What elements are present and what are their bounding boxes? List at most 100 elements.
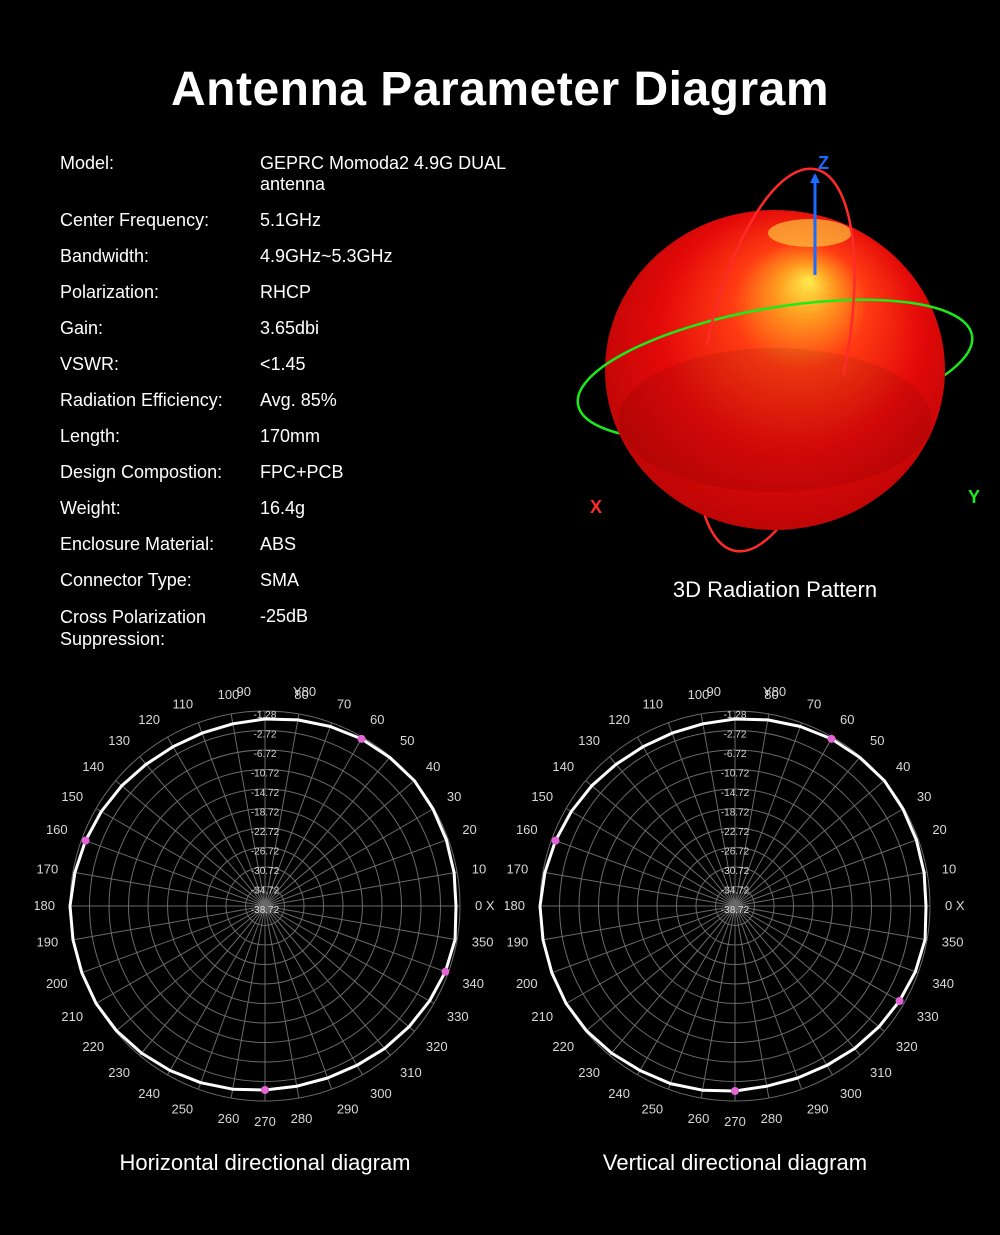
- page-title: Antenna Parameter Diagram: [0, 0, 1000, 117]
- spec-row: Cross Polarization Suppression:-25dB: [60, 598, 540, 658]
- svg-text:150: 150: [531, 789, 553, 804]
- svg-text:330: 330: [917, 1009, 939, 1024]
- spec-value: RHCP: [260, 282, 540, 303]
- spec-row: Enclosure Material:ABS: [60, 526, 540, 562]
- spec-row: Connector Type:SMA: [60, 562, 540, 598]
- polar-horizontal: 0 X1020304050607080100110120130140150160…: [35, 676, 495, 1176]
- svg-text:-26.72: -26.72: [721, 847, 750, 858]
- svg-text:70: 70: [337, 697, 351, 712]
- svg-text:180: 180: [35, 898, 55, 913]
- pattern3d-wrap: ZXY 3D Radiation Pattern: [570, 145, 980, 658]
- spec-label: Length:: [60, 426, 260, 447]
- svg-text:250: 250: [641, 1101, 663, 1116]
- svg-text:-38.72: -38.72: [721, 905, 750, 916]
- svg-text:110: 110: [642, 697, 663, 712]
- svg-text:230: 230: [578, 1065, 600, 1080]
- svg-text:270: 270: [724, 1114, 746, 1129]
- svg-text:120: 120: [608, 712, 630, 727]
- svg-text:140: 140: [82, 759, 104, 774]
- svg-text:-6.72: -6.72: [254, 749, 277, 760]
- top-row: Model:GEPRC Momoda2 4.9G DUAL antennaCen…: [0, 117, 1000, 658]
- svg-text:-18.72: -18.72: [251, 808, 280, 819]
- svg-text:110: 110: [172, 697, 193, 712]
- svg-text:220: 220: [82, 1039, 104, 1054]
- spec-value: 3.65dbi: [260, 318, 540, 339]
- spec-value: GEPRC Momoda2 4.9G DUAL antenna: [260, 153, 540, 195]
- svg-text:270: 270: [254, 1114, 276, 1129]
- spec-label: Model:: [60, 153, 260, 195]
- svg-text:310: 310: [400, 1065, 422, 1080]
- svg-text:-38.72: -38.72: [251, 905, 280, 916]
- svg-text:320: 320: [426, 1039, 448, 1054]
- spec-label: Connector Type:: [60, 570, 260, 591]
- svg-text:-18.72: -18.72: [721, 808, 750, 819]
- svg-text:-6.72: -6.72: [724, 749, 747, 760]
- svg-text:-30.72: -30.72: [251, 866, 280, 877]
- svg-text:-22.72: -22.72: [251, 827, 280, 838]
- spec-label: Bandwidth:: [60, 246, 260, 267]
- polar-vertical-caption: Vertical directional diagram: [603, 1150, 867, 1176]
- svg-text:-14.72: -14.72: [721, 788, 750, 799]
- spec-value: 4.9GHz~5.3GHz: [260, 246, 540, 267]
- svg-text:140: 140: [552, 759, 574, 774]
- svg-text:Y80: Y80: [293, 684, 316, 699]
- svg-text:200: 200: [516, 976, 538, 991]
- svg-text:Z: Z: [818, 153, 829, 173]
- svg-text:Y80: Y80: [763, 684, 786, 699]
- svg-text:-34.72: -34.72: [721, 886, 750, 897]
- polar-horizontal-caption: Horizontal directional diagram: [119, 1150, 410, 1176]
- svg-text:90: 90: [707, 684, 721, 699]
- spec-value: FPC+PCB: [260, 462, 540, 483]
- svg-text:40: 40: [426, 759, 440, 774]
- svg-text:290: 290: [337, 1101, 359, 1116]
- svg-text:220: 220: [552, 1039, 574, 1054]
- spec-value: ABS: [260, 534, 540, 555]
- svg-text:280: 280: [291, 1111, 313, 1126]
- spec-row: Weight:16.4g: [60, 490, 540, 526]
- svg-text:-10.72: -10.72: [251, 769, 280, 780]
- svg-text:-34.72: -34.72: [251, 886, 280, 897]
- svg-text:0 X: 0 X: [475, 898, 495, 913]
- spec-label: Cross Polarization Suppression:: [60, 606, 260, 651]
- svg-text:Y: Y: [968, 487, 980, 507]
- spec-row: Radiation Efficiency:Avg. 85%: [60, 382, 540, 418]
- polar-vertical: 0 X1020304050607080100110120130140150160…: [505, 676, 965, 1176]
- svg-text:X: X: [590, 497, 602, 517]
- svg-text:30: 30: [447, 789, 461, 804]
- svg-text:310: 310: [870, 1065, 892, 1080]
- svg-text:350: 350: [942, 934, 964, 949]
- svg-text:10: 10: [942, 862, 956, 877]
- spec-row: Model:GEPRC Momoda2 4.9G DUAL antenna: [60, 145, 540, 202]
- svg-text:130: 130: [578, 733, 600, 748]
- svg-text:120: 120: [138, 712, 160, 727]
- spec-label: Design Compostion:: [60, 462, 260, 483]
- svg-text:160: 160: [46, 822, 68, 837]
- svg-text:250: 250: [171, 1101, 193, 1116]
- spec-row: Bandwidth:4.9GHz~5.3GHz: [60, 238, 540, 274]
- svg-text:90: 90: [237, 684, 251, 699]
- spec-value: 5.1GHz: [260, 210, 540, 231]
- svg-text:300: 300: [840, 1086, 862, 1101]
- svg-text:50: 50: [870, 733, 884, 748]
- svg-text:70: 70: [807, 697, 821, 712]
- svg-text:190: 190: [506, 934, 528, 949]
- svg-text:60: 60: [370, 712, 384, 727]
- svg-text:-30.72: -30.72: [721, 866, 750, 877]
- spec-row: Design Compostion:FPC+PCB: [60, 454, 540, 490]
- spec-row: Center Frequency:5.1GHz: [60, 202, 540, 238]
- svg-text:260: 260: [218, 1111, 240, 1126]
- spec-label: Gain:: [60, 318, 260, 339]
- spec-value: SMA: [260, 570, 540, 591]
- svg-text:0 X: 0 X: [945, 898, 965, 913]
- svg-text:230: 230: [108, 1065, 130, 1080]
- svg-text:-22.72: -22.72: [721, 827, 750, 838]
- svg-text:210: 210: [61, 1009, 83, 1024]
- spec-value: <1.45: [260, 354, 540, 375]
- svg-text:50: 50: [400, 733, 414, 748]
- svg-text:170: 170: [36, 862, 58, 877]
- svg-text:280: 280: [761, 1111, 783, 1126]
- svg-text:180: 180: [505, 898, 525, 913]
- spec-label: Polarization:: [60, 282, 260, 303]
- spec-value: 16.4g: [260, 498, 540, 519]
- svg-text:200: 200: [46, 976, 68, 991]
